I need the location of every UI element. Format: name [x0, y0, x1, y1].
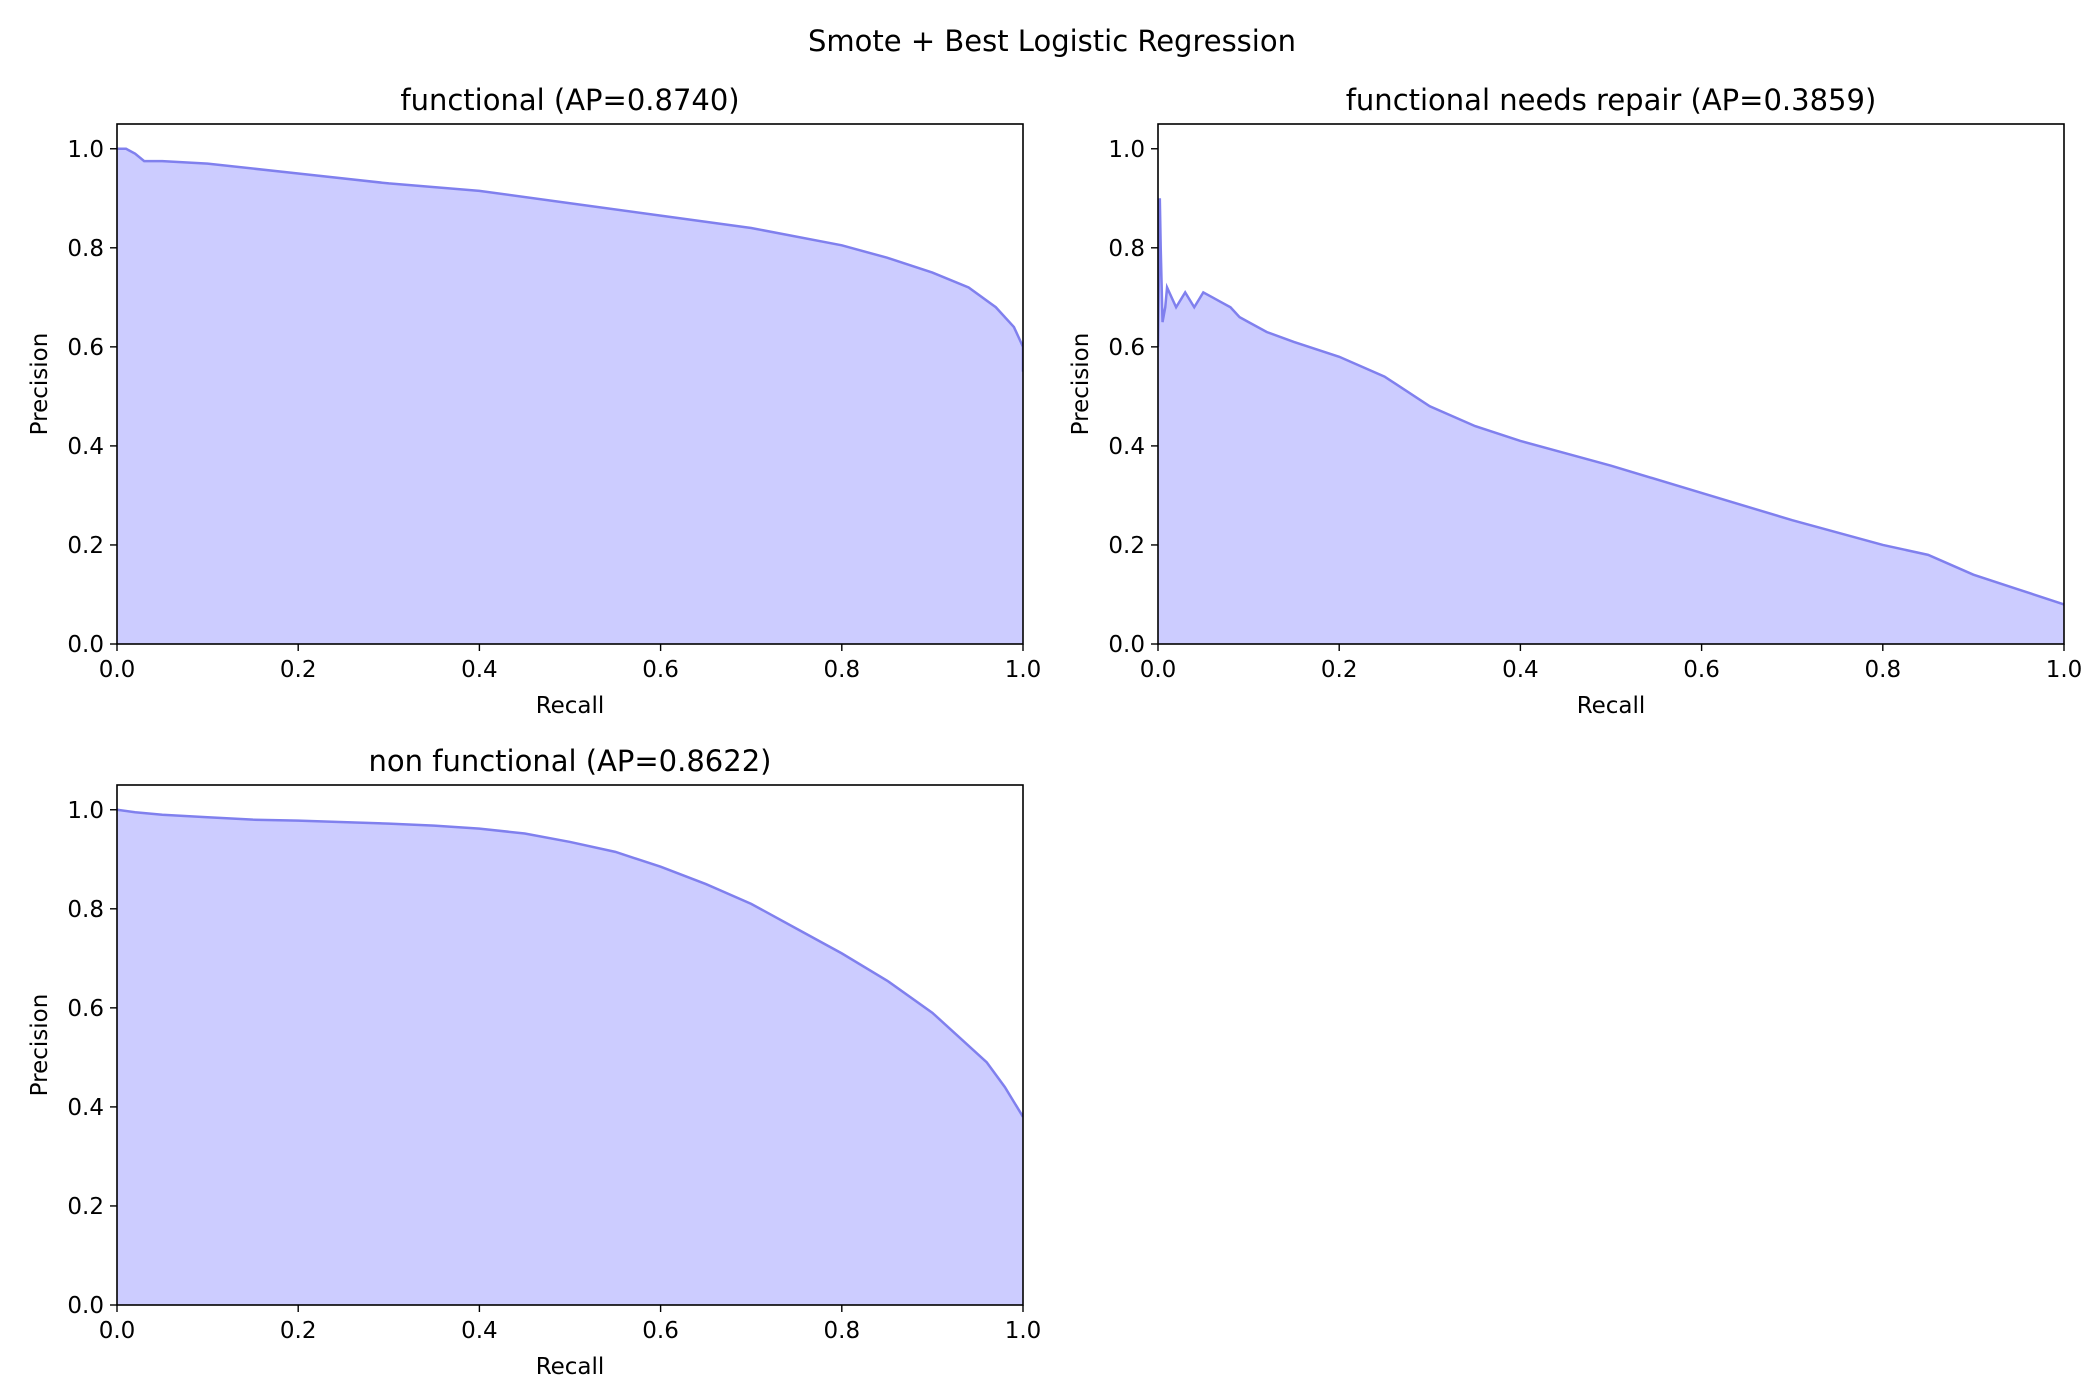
y-axis-label: Precision	[27, 994, 53, 1097]
axes-layer: 0.0 0.2 0.4 0.6 0.8 1.0 0.0 0.2 0.4 0.6 0.8 1.0 func…	[27, 83, 2082, 1380]
y-tick-label: 1.0	[1108, 137, 1145, 163]
x-tick-label: 0.2	[280, 1318, 317, 1344]
y-tick-label: 0.6	[67, 335, 104, 361]
x-tick-label: 0.8	[824, 657, 861, 683]
axes-frame	[116, 123, 1024, 645]
pr-curve-line	[1158, 198, 2064, 606]
y-tick-label: 0.8	[67, 897, 104, 923]
x-tick-label: 0.0	[99, 657, 136, 683]
y-tick-label: 0.8	[1108, 236, 1145, 262]
y-axis-label: Precision	[27, 333, 53, 436]
axes-frame	[1157, 123, 2065, 645]
x-tick-label: 1.0	[1005, 657, 1042, 683]
x-tick-label: 0.6	[642, 657, 679, 683]
y-tick-label: 0.8	[67, 236, 104, 262]
pr-area-fill	[117, 148, 1023, 644]
subplot-functional: 0.0 0.2 0.4 0.6 0.8 1.0 0.0 0.2 0.4 0.6 0.8 1.0 func…	[27, 83, 1041, 719]
x-tick-label: 1.0	[2046, 657, 2083, 683]
y-tick-label: 0.4	[1108, 434, 1145, 460]
x-tick-label: 0.2	[1321, 657, 1358, 683]
y-tick-label: 1.0	[67, 137, 104, 163]
y-tick-label: 0.0	[1108, 632, 1145, 658]
y-tick-label: 0.4	[67, 1095, 104, 1121]
axes-frame	[116, 784, 1024, 1306]
figure-title: Smote + Best Logistic Regression	[808, 24, 1296, 58]
x-tick-label: 0.8	[824, 1318, 861, 1344]
pr-area-fill	[117, 809, 1023, 1305]
y-tick-label: 0.6	[67, 996, 104, 1022]
pr-curve-line	[117, 808, 1023, 1118]
x-tick-label: 0.4	[461, 1318, 498, 1344]
x-tick-label: 0.6	[1683, 657, 1720, 683]
pr-area-fill	[1158, 198, 2064, 644]
x-tick-label: 1.0	[1005, 1318, 1042, 1344]
x-tick-label: 0.4	[461, 657, 498, 683]
pr-curve-line	[117, 147, 1023, 372]
y-tick-label: 0.0	[67, 632, 104, 658]
subplot-title: functional (AP=0.8740)	[400, 83, 739, 117]
y-tick-label: 0.2	[67, 533, 104, 559]
x-tick-label: 0.8	[1865, 657, 1902, 683]
x-axis-label: Recall	[1577, 693, 1646, 719]
y-tick-label: 0.2	[67, 1194, 104, 1220]
x-tick-label: 0.6	[642, 1318, 679, 1344]
y-tick-label: 1.0	[67, 798, 104, 824]
x-tick-label: 0.0	[1140, 657, 1177, 683]
y-axis-label: Precision	[1068, 333, 1094, 436]
y-tick-label: 0.0	[67, 1293, 104, 1319]
y-tick-label: 0.6	[1108, 335, 1145, 361]
y-tick-label: 0.2	[1108, 533, 1145, 559]
x-tick-label: 0.0	[99, 1318, 136, 1344]
x-axis-label: Recall	[536, 1354, 605, 1380]
subplot-functional-needs-repair: 0.0 0.2 0.4 0.6 0.8 1.0 0.0 0.2 0.4 0.6 0.8 1.0 func…	[1068, 83, 2082, 719]
subplot-title: functional needs repair (AP=0.3859)	[1346, 83, 1877, 117]
y-tick-label: 0.4	[67, 434, 104, 460]
x-axis-label: Recall	[536, 693, 605, 719]
x-tick-label: 0.4	[1502, 657, 1539, 683]
subplot-non-functional: 0.0 0.2 0.4 0.6 0.8 1.0 0.0 0.2 0.4 0.6 0.8 1.0 non …	[27, 744, 1041, 1380]
x-tick-label: 0.2	[280, 657, 317, 683]
subplot-title: non functional (AP=0.8622)	[369, 744, 772, 778]
